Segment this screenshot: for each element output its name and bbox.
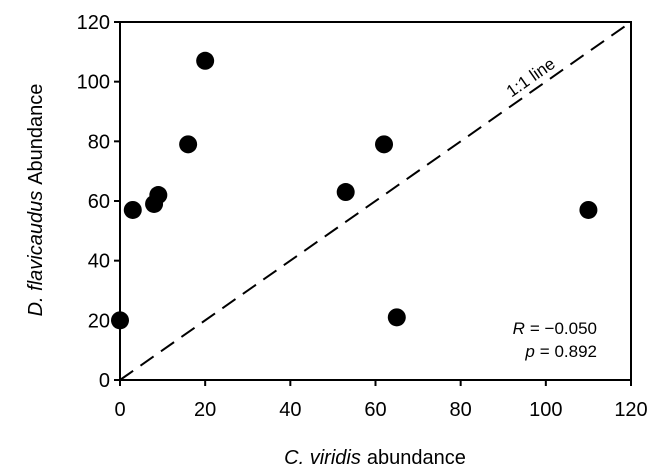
reference-line [119, 21, 632, 381]
y-tick-label: 80 [88, 131, 110, 153]
y-axis-title: D. flavicaudus Abundance [25, 84, 47, 317]
data-point [387, 308, 406, 327]
x-tick-label: 20 [194, 399, 216, 421]
y-tick-label: 120 [77, 12, 110, 34]
y-title-text: Abundance [25, 84, 47, 185]
x-tick-label: 80 [450, 399, 472, 421]
data-point [123, 200, 142, 219]
stat-annotation: R = −0.050 [513, 319, 597, 338]
stat-symbol: R [513, 319, 525, 338]
data-point [336, 183, 355, 202]
x-tick-label: 100 [529, 399, 562, 421]
y-tick-label: 100 [77, 72, 110, 94]
data-point [375, 135, 394, 154]
x-tick-label: 60 [364, 399, 386, 421]
y-title-italic: D. flavicaudus [25, 191, 47, 317]
y-tick-label: 40 [88, 251, 110, 273]
stat-text: = −0.050 [530, 319, 597, 338]
stat-text: = 0.892 [540, 342, 597, 361]
stat-annotation: p = 0.892 [524, 342, 597, 361]
y-tick-label: 0 [99, 370, 110, 392]
y-tick-label: 60 [88, 191, 110, 213]
data-point [579, 200, 598, 219]
x-tick-label: 40 [279, 399, 301, 421]
data-point [196, 51, 215, 70]
data-point [149, 186, 168, 205]
y-tick-label: 20 [88, 310, 110, 332]
x-axis-title: C. viridis abundance [284, 447, 466, 469]
x-tick-label: 0 [114, 399, 125, 421]
x-title-italic: C. viridis [284, 447, 361, 469]
x-tick-label: 120 [614, 399, 647, 421]
data-point [111, 311, 129, 330]
x-title-text: abundance [367, 447, 466, 469]
data-point [179, 135, 198, 154]
stat-symbol: p [524, 342, 534, 361]
